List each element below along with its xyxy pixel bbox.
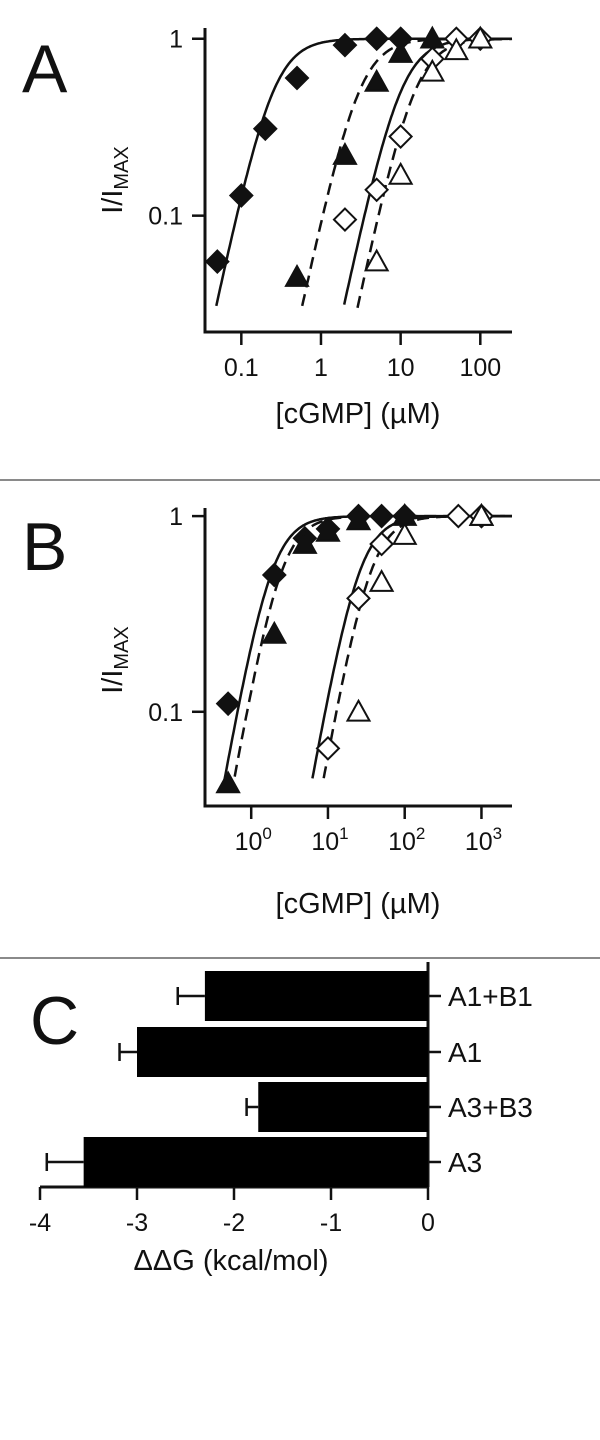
- panel-a-fit-3: [356, 37, 513, 309]
- panel-a-y-label: I/IMAX: [97, 146, 133, 214]
- panel-a-point-s2: [364, 177, 390, 203]
- panel-c: C A1+B1 A1 A3+B3 A3 -4 -3 -2 -1 0 ΔΔG (kcal/mol…: [29, 962, 533, 1277]
- panel-a-point-s0: [332, 32, 358, 58]
- panel-a-point-s2: [332, 207, 358, 233]
- panel-c-category-label: A3: [448, 1147, 482, 1178]
- panel-a-point-s0: [284, 65, 310, 91]
- panel-a-fit-curves: [215, 37, 513, 309]
- panel-a-x-tick-label: 0.1: [224, 354, 259, 382]
- panel-a-point-s0: [252, 116, 278, 142]
- panel-c-x-ticks: -4 -3 -2 -1 0: [29, 1187, 435, 1237]
- panel-a-point-s1: [284, 263, 310, 287]
- panel-a-x-tick-label: 10: [387, 354, 415, 382]
- panel-b-point-s1: [345, 507, 372, 531]
- panel-c-x-tick-label: -2: [223, 1209, 245, 1237]
- panel-a-point-s1: [332, 142, 358, 165]
- panel-b-x-label: [cGMP] (µM): [276, 888, 441, 920]
- panel-a-point-s3: [387, 161, 414, 185]
- panel-b-y-tick-label: 0.1: [148, 699, 183, 727]
- panel-b-fit-2: [311, 514, 512, 779]
- panel-b-y-label: I/IMAX: [97, 626, 133, 694]
- panel-c-bars: A1+B1 A1 A3+B3 A3: [45, 971, 533, 1187]
- panel-a-point-s0: [204, 249, 230, 275]
- panel-c-bar-3: [83, 1137, 429, 1187]
- panel-a-y-tick-label: 0.1: [148, 203, 183, 231]
- panel-c-letter: C: [30, 983, 79, 1059]
- panel-a-y-tick-label: 1: [169, 26, 183, 54]
- panel-a-point-s3: [467, 25, 493, 49]
- panel-c-category-label: A1+B1: [448, 981, 533, 1012]
- panel-c-category-label: A1: [448, 1037, 482, 1068]
- panel-a-point-s0: [364, 26, 390, 52]
- panel-c-x-tick-label: -4: [29, 1209, 51, 1237]
- panel-c-x-label: ΔΔG (kcal/mol): [133, 1245, 328, 1277]
- panel-c-x-tick-label: -1: [320, 1209, 342, 1237]
- panel-b-letter: B: [22, 509, 67, 585]
- panel-b-point-s3: [345, 698, 372, 722]
- panel-a-point-s0: [228, 183, 254, 208]
- panel-c-x-tick-label: 0: [421, 1209, 435, 1237]
- panel-b-point-s0: [261, 562, 287, 588]
- panel-c-bar-1: [137, 1027, 428, 1077]
- panel-b-point-s3: [368, 569, 395, 592]
- panel-c-bar-0: [204, 971, 428, 1021]
- panel-b-point-s1: [315, 518, 341, 542]
- panel-a-point-s2: [388, 124, 414, 149]
- panel-a-point-s3: [443, 37, 470, 61]
- panel-b-point-s3: [392, 522, 418, 545]
- panel-b-x-tick-label: 103: [465, 824, 502, 856]
- panel-b-point-s0: [369, 503, 395, 529]
- panel-b-fit-curves: [223, 514, 512, 781]
- panel-b-point-s1: [215, 770, 241, 794]
- panel-b-points: [215, 503, 495, 794]
- panel-b-y-tick-label: 1: [169, 503, 183, 531]
- panel-b-point-s1: [261, 620, 288, 644]
- panel-b-point-s1: [292, 530, 318, 554]
- panel-a-point-s3: [363, 248, 390, 272]
- panel-b-point-s0: [215, 691, 241, 717]
- panel-b-y-ticks: 0.11: [148, 503, 205, 727]
- panel-a-point-s3: [419, 58, 446, 82]
- panel-a-x-ticks: 0.1 1 10 100: [224, 332, 501, 382]
- panel-b-fit-1: [233, 514, 512, 777]
- panel-b-fit-0: [223, 514, 512, 781]
- panel-b-point-s2: [315, 735, 341, 761]
- panel-b: B 100 101 102 103 0.11 [cGMP] (µM) I/IMAX: [22, 503, 512, 920]
- panel-b-point-s3: [468, 503, 495, 526]
- panel-c-category-label: A3+B3: [448, 1092, 533, 1123]
- panel-b-point-s2: [445, 503, 471, 529]
- panel-a-letter: A: [22, 31, 68, 107]
- panel-b-point-s2: [346, 585, 371, 611]
- panel-b-point-s2: [369, 531, 395, 557]
- panel-a-point-s1: [363, 68, 390, 92]
- panel-c-bar-2: [258, 1082, 428, 1132]
- panel-a-point-s1: [387, 39, 414, 63]
- panel-b-x-ticks: 100 101 102 103: [235, 806, 502, 856]
- panel-a-x-label: [cGMP] (µM): [276, 398, 441, 430]
- panel-b-x-tick-label: 102: [388, 824, 425, 856]
- panel-b-fit-3: [322, 514, 512, 779]
- panel-a-x-tick-label: 100: [459, 354, 501, 382]
- panel-a-x-tick-label: 1: [314, 354, 328, 382]
- panel-c-x-tick-label: -3: [126, 1209, 148, 1237]
- panel-a-y-ticks: 0.11: [148, 26, 205, 231]
- panel-a: A 0.1 1 10 100 0.11 [cGMP] (µM) I/IMAX: [22, 25, 513, 430]
- panel-b-x-tick-label: 101: [311, 824, 348, 856]
- panel-b-x-tick-label: 100: [235, 824, 272, 856]
- panel-a-points: [204, 25, 493, 287]
